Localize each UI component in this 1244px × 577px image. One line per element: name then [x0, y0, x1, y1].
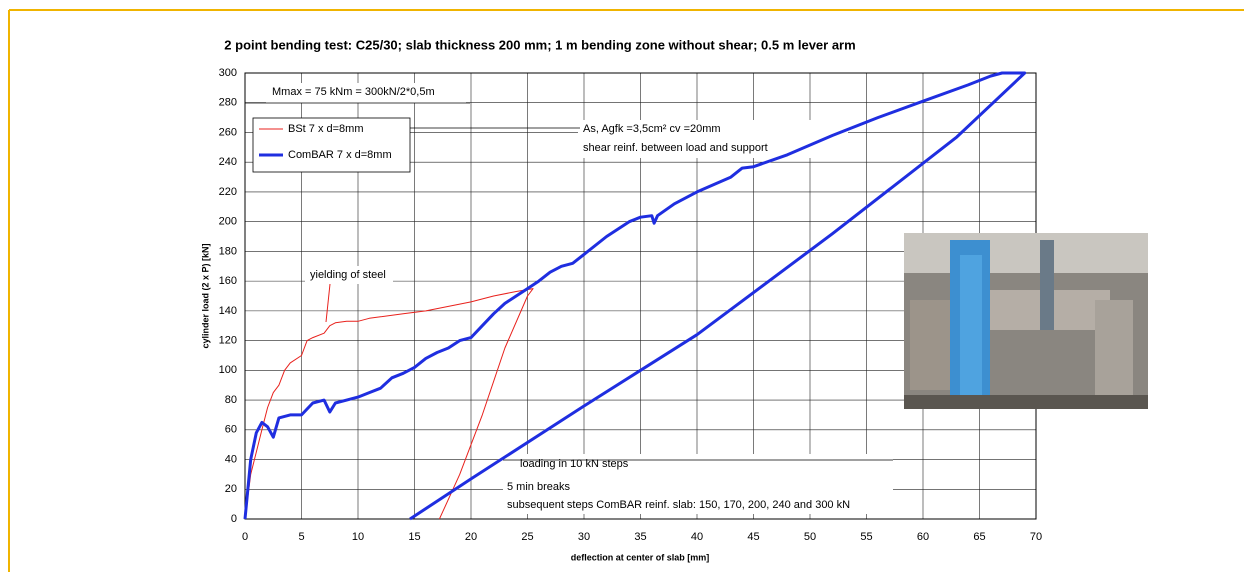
x-tick-label: 10	[352, 531, 364, 543]
leader-line	[326, 284, 330, 322]
y-tick-label: 20	[225, 483, 237, 495]
y-axis-label: cylinder load (2 x P) [kN]	[200, 243, 210, 348]
y-tick-label: 220	[219, 186, 237, 198]
x-tick-label: 45	[747, 531, 759, 543]
photo-jack	[1040, 240, 1054, 330]
y-tick-label: 280	[219, 97, 237, 109]
annotation: 5 min breaks	[507, 481, 570, 493]
x-tick-label: 65	[973, 531, 985, 543]
annotation: shear reinf. between load and support	[583, 142, 768, 154]
photo	[904, 233, 1148, 409]
y-tick-label: 160	[219, 275, 237, 287]
y-tick-label: 300	[219, 67, 237, 79]
y-tick-label: 240	[219, 156, 237, 168]
x-tick-label: 40	[691, 531, 703, 543]
y-tick-label: 140	[219, 305, 237, 317]
x-tick-label: 5	[298, 531, 304, 543]
y-tick-label: 80	[225, 394, 237, 406]
annotation: loading in 10 kN steps	[520, 458, 629, 470]
photo-support	[1095, 300, 1133, 400]
annotation: Mmax = 75 kNm = 300kN/2*0,5m	[272, 86, 435, 98]
y-tick-label: 260	[219, 126, 237, 138]
y-tick-label: 180	[219, 245, 237, 257]
y-tick-label: 0	[231, 513, 237, 525]
chart: 2 point bending test: C25/30; slab thick…	[0, 0, 1244, 572]
x-tick-label: 0	[242, 531, 248, 543]
y-tick-label: 200	[219, 216, 237, 228]
photo-support	[910, 300, 955, 390]
y-tick-label: 40	[225, 453, 237, 465]
x-tick-label: 60	[917, 531, 929, 543]
annotation: yielding of steel	[310, 269, 386, 281]
x-tick-label: 15	[408, 531, 420, 543]
y-tick-label: 60	[225, 424, 237, 436]
series-line	[245, 289, 533, 519]
chart-title: 2 point bending test: C25/30; slab thick…	[224, 37, 855, 52]
annotation: As, Agfk =3,5cm² cv =20mm	[583, 123, 721, 135]
annotation-boxes	[245, 83, 893, 514]
y-tick-label: 100	[219, 364, 237, 376]
x-tick-label: 20	[465, 531, 477, 543]
photo-frame	[960, 255, 982, 409]
y-tick-label: 120	[219, 335, 237, 347]
legend-label: ComBAR 7 x d=8mm	[288, 149, 392, 161]
legend-label: BSt 7 x d=8mm	[288, 123, 364, 135]
annotation: subsequent steps ComBAR reinf. slab: 150…	[507, 499, 850, 511]
x-axis-label: deflection at center of slab [mm]	[571, 552, 710, 562]
x-tick-label: 25	[521, 531, 533, 543]
photo-floor	[904, 395, 1148, 409]
x-tick-label: 70	[1030, 531, 1042, 543]
x-tick-label: 50	[804, 531, 816, 543]
photo-wall	[904, 233, 1148, 273]
x-tick-label: 55	[860, 531, 872, 543]
x-tick-label: 35	[634, 531, 646, 543]
x-tick-label: 30	[578, 531, 590, 543]
